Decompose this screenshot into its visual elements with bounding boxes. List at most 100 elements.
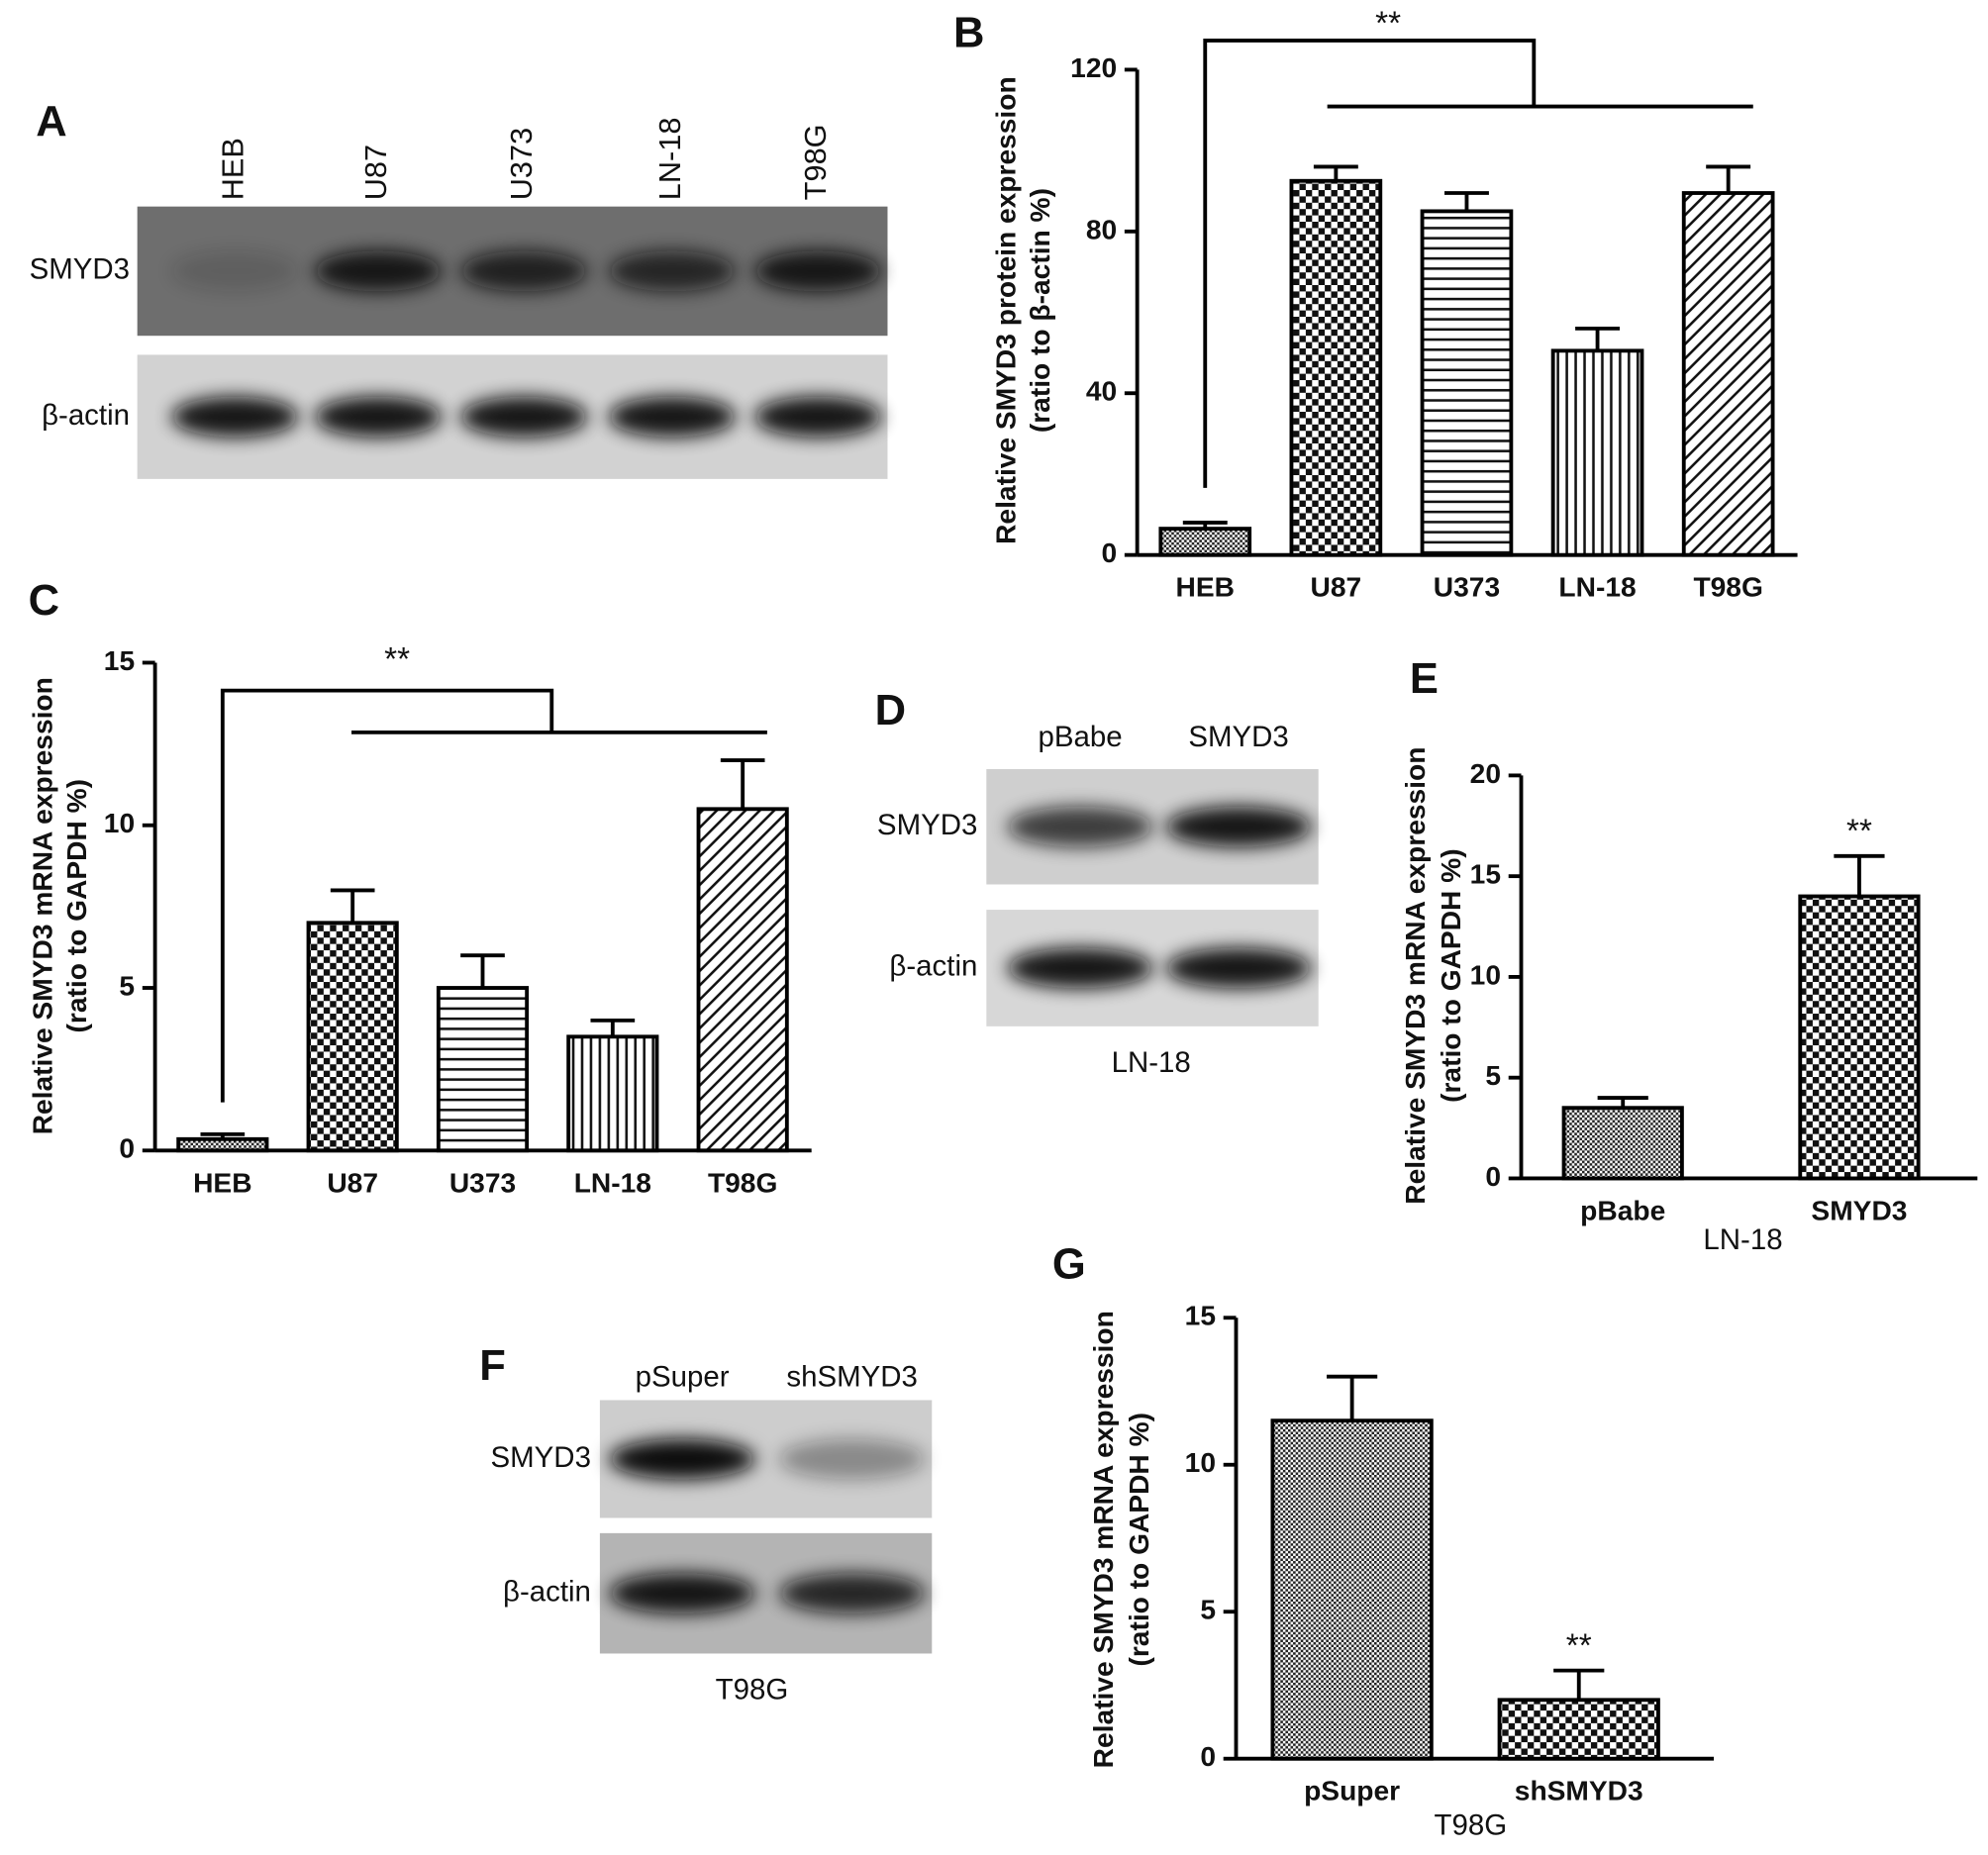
panel-label: F <box>479 1342 506 1390</box>
significance-label: ** <box>1846 814 1872 850</box>
bar <box>1270 1418 1434 1761</box>
blot-band <box>754 396 882 438</box>
error-bar <box>1313 164 1358 181</box>
y-axis-label: Relative SMYD3 mRNA expression <box>1088 1311 1119 1768</box>
x-tick-label: LN-18 <box>1558 572 1636 603</box>
x-tick-label: U373 <box>1434 572 1500 603</box>
blot-band <box>1165 806 1312 847</box>
caption: T98G <box>716 1674 789 1707</box>
panel-label: C <box>29 577 59 625</box>
lane-label: SMYD3 <box>1188 721 1288 753</box>
blot-band <box>1007 947 1153 989</box>
lane-label: LN-18 <box>652 118 687 201</box>
x-tick-label: HEB <box>1176 572 1235 603</box>
lane-label: pSuper <box>636 1360 730 1393</box>
bar <box>1561 1106 1684 1181</box>
bar <box>1497 1698 1660 1761</box>
blot-band <box>609 1573 755 1614</box>
blot-band <box>460 396 588 438</box>
error-bar <box>720 758 765 810</box>
significance-label: ** <box>384 641 410 678</box>
y-tick-label: 15 <box>1185 1301 1216 1331</box>
significance-bracket <box>1203 39 1753 488</box>
bar <box>176 1136 269 1153</box>
significance-label: ** <box>1566 1627 1592 1664</box>
x-tick-label: T98G <box>708 1167 777 1198</box>
lane-label: HEB <box>215 138 249 200</box>
blot-band <box>608 396 736 438</box>
panel-label: B <box>953 9 984 56</box>
y-tick-label: 0 <box>1485 1161 1501 1192</box>
row-label: SMYD3 <box>877 809 977 841</box>
error-bar <box>1834 853 1885 897</box>
lane-label: pBabe <box>1038 721 1122 753</box>
blot-band <box>779 1438 926 1480</box>
error-bar <box>1327 1374 1378 1421</box>
y-tick-label: 40 <box>1086 376 1117 407</box>
y-tick-label: 0 <box>1101 537 1117 568</box>
x-tick-label: shSMYD3 <box>1515 1776 1643 1806</box>
bar <box>1420 209 1514 557</box>
bar <box>1158 527 1252 557</box>
row-label: β-actin <box>889 950 977 983</box>
caption: LN-18 <box>1112 1046 1191 1079</box>
row-label: β-actin <box>503 1575 591 1608</box>
blot-band <box>1007 806 1153 847</box>
x-tick-label: T98G <box>1693 572 1762 603</box>
panel-label: D <box>875 687 906 734</box>
error-bar <box>330 888 375 924</box>
blot-band <box>314 250 442 292</box>
y-tick-label: 5 <box>1485 1060 1501 1091</box>
panel-label: A <box>36 98 66 146</box>
blot-band <box>171 250 299 292</box>
y-axis-label: Relative SMYD3 protein expression <box>991 76 1022 544</box>
row-label: SMYD3 <box>30 253 130 286</box>
y-tick-label: 120 <box>1070 52 1117 83</box>
blot-band <box>608 250 736 292</box>
lane-label: shSMYD3 <box>786 1360 918 1393</box>
blot-band <box>171 396 299 438</box>
x-tick-label: HEB <box>193 1167 251 1198</box>
row-label: SMYD3 <box>491 1441 591 1474</box>
caption: T98G <box>1434 1809 1507 1842</box>
panel-label: E <box>1410 655 1439 703</box>
error-bar <box>1706 164 1751 194</box>
bar <box>1681 191 1775 557</box>
significance-label: ** <box>1375 5 1401 42</box>
bar <box>696 807 789 1153</box>
blot-band <box>1165 947 1312 989</box>
y-tick-label: 15 <box>1470 859 1501 890</box>
bar <box>1289 178 1383 557</box>
y-tick-label: 10 <box>104 808 135 838</box>
error-bar <box>590 1018 636 1037</box>
blot-band <box>314 396 442 438</box>
y-tick-label: 10 <box>1185 1447 1216 1478</box>
blot-band <box>779 1573 926 1614</box>
y-axis-label: (ratio to β-actin %) <box>1025 188 1055 433</box>
y-tick-label: 5 <box>1200 1595 1216 1625</box>
bar <box>1550 348 1644 557</box>
x-tick-label: U87 <box>1311 572 1362 603</box>
lane-label: U373 <box>504 128 539 200</box>
bar <box>306 921 399 1153</box>
bar <box>436 986 530 1153</box>
lane-label: T98G <box>798 124 833 200</box>
y-tick-label: 10 <box>1470 959 1501 990</box>
y-axis-label: (ratio to GAPDH %) <box>1436 848 1466 1103</box>
blot-band <box>754 250 882 292</box>
x-tick-label: LN-18 <box>574 1167 651 1198</box>
error-bar <box>1553 1668 1605 1701</box>
blot-band <box>460 250 588 292</box>
y-axis-label: Relative SMYD3 mRNA expression <box>28 677 58 1134</box>
y-axis-label: Relative SMYD3 mRNA expression <box>1400 747 1431 1205</box>
row-label: β-actin <box>42 399 130 432</box>
y-tick-label: 0 <box>1200 1741 1216 1772</box>
y-tick-label: 5 <box>119 970 135 1001</box>
y-axis-label: (ratio to GAPDH %) <box>61 779 92 1033</box>
significance-bracket <box>220 688 767 1103</box>
y-tick-label: 20 <box>1470 758 1501 789</box>
bar <box>1798 894 1921 1181</box>
caption: LN-18 <box>1703 1223 1782 1256</box>
y-tick-label: 15 <box>104 645 135 676</box>
